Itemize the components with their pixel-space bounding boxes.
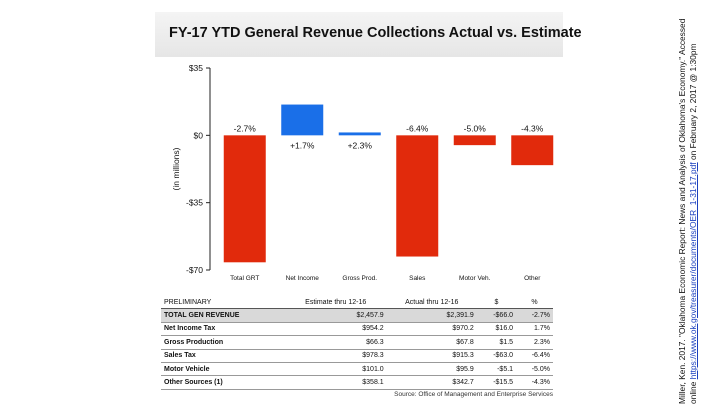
- cell-estimate: $66.3: [284, 335, 387, 350]
- table-header-row: PRELIMINARY Estimate thru 12-16 Actual t…: [161, 296, 553, 310]
- data-label: -2.7%: [234, 123, 257, 133]
- source-note: Source: Office of Management and Enterpr…: [394, 391, 553, 398]
- row-label: Net Income Tax: [161, 322, 285, 337]
- cell-dollar: -$63.0: [476, 349, 517, 363]
- bar: [396, 135, 439, 257]
- cell-actual: $915.3: [386, 349, 477, 363]
- cell-estimate: $954.2: [284, 322, 387, 337]
- cell-actual: $67.8: [386, 335, 477, 350]
- data-label: -4.3%: [521, 123, 544, 133]
- bar-chart: $35 $0 -$35 -$70 (in millions) -2.7% +1.7% +2.…: [171, 63, 554, 282]
- cell-dollar: -$5.1: [476, 362, 517, 377]
- cell-actual: $95.9: [386, 362, 477, 377]
- y-tick-label: $0: [194, 130, 204, 140]
- table-row: Net Income Tax $954.2 $970.2 $16.0 1.7%: [161, 322, 553, 337]
- row-label: Other Sources (1): [161, 375, 285, 390]
- revenue-table: PRELIMINARY Estimate thru 12-16 Actual t…: [161, 296, 553, 390]
- slide: FY-17 YTD General Revenue Collections Ac…: [155, 12, 582, 405]
- header-actual: Actual thru 12-16: [386, 296, 477, 310]
- cell-estimate: $978.3: [284, 349, 387, 363]
- category-label: Total GRT: [230, 275, 259, 282]
- bar: [223, 135, 266, 263]
- y-axis-title: (in millions): [171, 147, 181, 190]
- table-row: Other Sources (1) $358.1 $342.7 -$15.5 -…: [161, 375, 553, 390]
- data-label: -5.0%: [464, 123, 487, 133]
- row-label: Motor Vehicle: [161, 362, 285, 377]
- row-label: Gross Production: [161, 335, 285, 350]
- citation-link[interactable]: https://www.ok.gov/treasurer/documents/O…: [687, 162, 698, 380]
- table-row: Motor Vehicle $101.0 $95.9 -$5.1 -5.0%: [161, 362, 553, 377]
- category-label: Gross Prod.: [342, 275, 377, 282]
- y-tick-label: $35: [189, 63, 203, 73]
- cell-dollar: $1.5: [476, 335, 517, 350]
- data-labels: -2.7% +1.7% +2.3% -6.4% -5.0% -4.3%: [234, 123, 544, 150]
- category-label: Sales: [409, 275, 426, 282]
- cell-percent: 1.7%: [516, 322, 553, 337]
- bars: [223, 104, 554, 263]
- cell-percent: 2.3%: [516, 335, 553, 350]
- bar: [281, 104, 324, 136]
- data-label: +1.7%: [290, 140, 315, 150]
- bar: [338, 132, 381, 136]
- row-label: Sales Tax: [161, 349, 285, 363]
- title-bar: FY-17 YTD General Revenue Collections Ac…: [155, 12, 582, 57]
- bar: [453, 135, 496, 146]
- category-label: Motor Veh.: [459, 275, 491, 282]
- citation-suffix: on February 2, 2017 @ 1:30pm: [687, 43, 698, 163]
- cell-estimate: $358.1: [284, 375, 387, 390]
- cell-percent: -4.3%: [516, 375, 553, 390]
- cell-percent: -5.0%: [516, 362, 553, 377]
- category-label: Net Income: [286, 275, 320, 282]
- cell-dollar: -$15.5: [476, 375, 517, 390]
- cell-estimate: $101.0: [284, 362, 387, 377]
- data-label: +2.3%: [348, 140, 373, 150]
- y-tick-label: -$35: [186, 198, 203, 208]
- category-label: Other: [524, 275, 541, 282]
- cell-actual: $970.2: [386, 322, 477, 337]
- header-percent: %: [516, 296, 553, 310]
- cell-estimate: $2,457.9: [284, 308, 387, 323]
- table-row: TOTAL GEN REVENUE $2,457.9 $2,391.9 -$66…: [161, 308, 553, 323]
- y-axis: $35 $0 -$35 -$70 (in millions): [171, 63, 211, 275]
- cell-actual: $342.7: [386, 375, 477, 390]
- chart-title: FY-17 YTD General Revenue Collections Ac…: [169, 25, 582, 41]
- cell-percent: -6.4%: [516, 349, 553, 363]
- y-tick-label: -$70: [186, 265, 203, 275]
- header-dollar: $: [476, 296, 517, 310]
- cell-dollar: -$66.0: [476, 308, 517, 323]
- cell-dollar: $16.0: [476, 322, 517, 337]
- header-preliminary: PRELIMINARY: [161, 296, 285, 310]
- citation: Miller, Ken. 2017. "Oklahoma Economic Re…: [677, 0, 719, 404]
- table-row: Gross Production $66.3 $67.8 $1.5 2.3%: [161, 335, 553, 350]
- bar: [511, 135, 554, 166]
- table-row: Sales Tax $978.3 $915.3 -$63.0 -6.4%: [161, 349, 553, 363]
- cell-actual: $2,391.9: [386, 308, 477, 323]
- data-label: -6.4%: [406, 123, 429, 133]
- cell-percent: -2.7%: [516, 308, 553, 323]
- header-estimate: Estimate thru 12-16: [284, 296, 387, 310]
- category-labels: Total GRT Net Income Gross Prod. Sales Motor…: [230, 275, 541, 282]
- row-label: TOTAL GEN REVENUE: [161, 308, 285, 323]
